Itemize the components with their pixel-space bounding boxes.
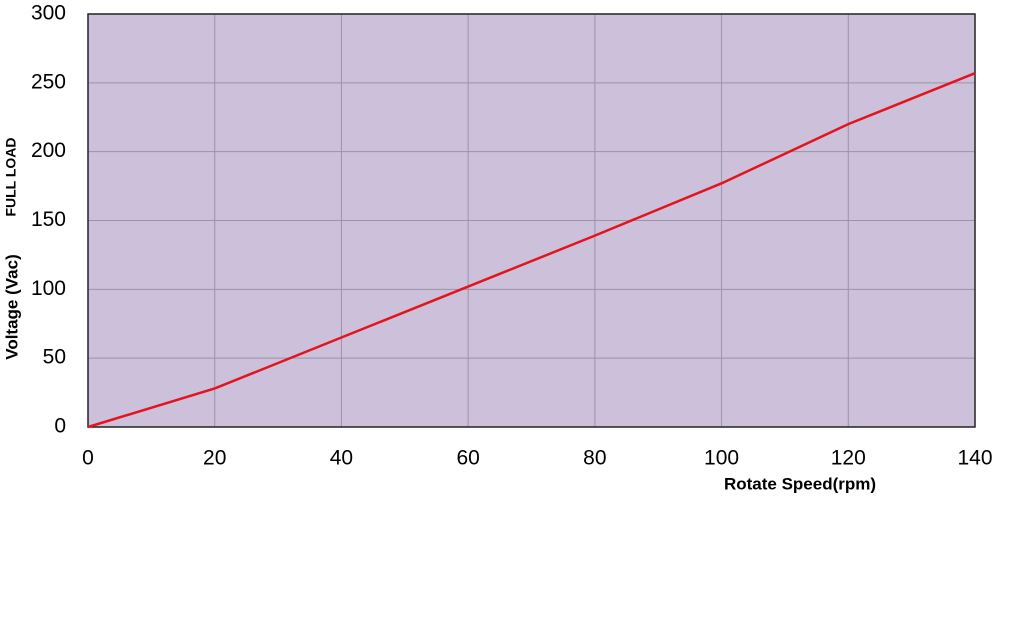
x-tick-label: 140 — [957, 447, 992, 470]
y-axis-title: Voltage (Vac) — [2, 254, 21, 360]
x-tick-label: 120 — [831, 447, 866, 470]
y-tick-label: 100 — [31, 277, 66, 300]
x-tick-label: 0 — [82, 447, 94, 470]
y-tick-label: 300 — [31, 2, 66, 25]
plot-border — [87, 13, 976, 428]
x-tick-label: 80 — [583, 447, 606, 470]
y-tick-label: 0 — [54, 415, 66, 438]
y-tick-label: 250 — [31, 70, 66, 93]
y-tick-label: 150 — [31, 208, 66, 231]
annotation: FULL LOAD — [3, 137, 19, 216]
y-tick-label: 200 — [31, 139, 66, 162]
x-axis-title: Rotate Speed(rpm) — [724, 474, 876, 493]
y-tick-label: 50 — [43, 346, 66, 369]
x-tick-label: 60 — [456, 447, 479, 470]
x-tick-label: 40 — [330, 447, 353, 470]
x-tick-label: 100 — [704, 447, 739, 470]
x-tick-label: 20 — [203, 447, 226, 470]
data-line — [87, 72, 976, 429]
